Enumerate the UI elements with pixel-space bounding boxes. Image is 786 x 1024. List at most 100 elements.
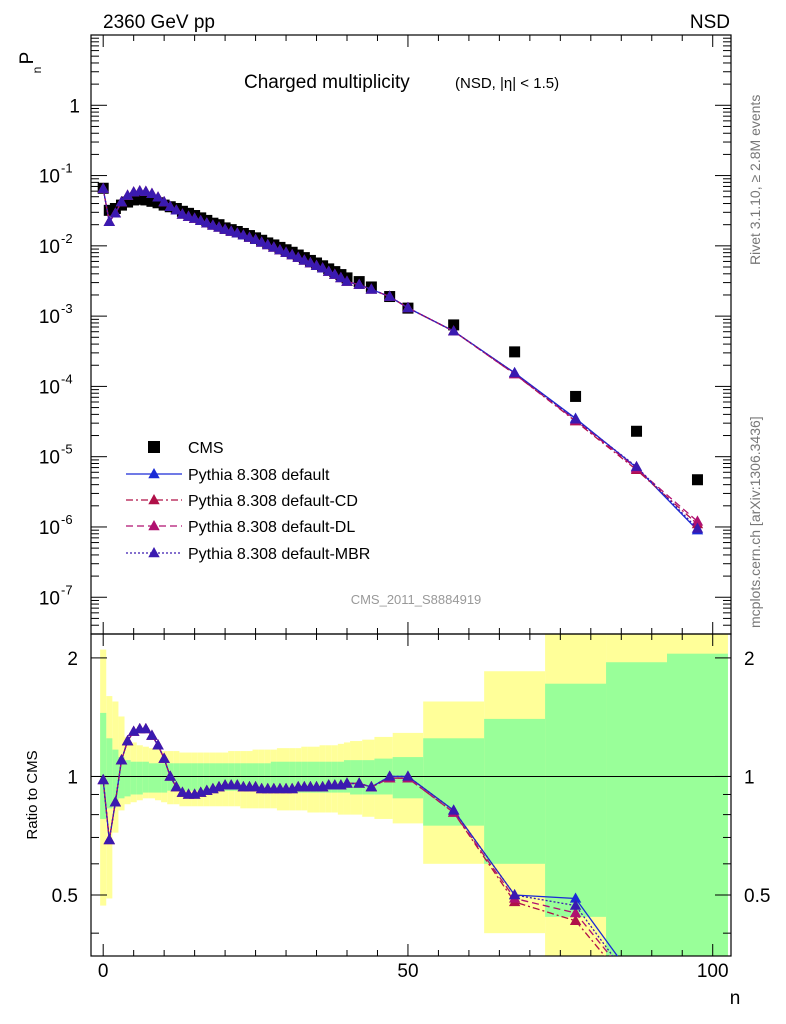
- legend-dl-marker: [148, 520, 160, 531]
- mbr-point: [176, 786, 189, 797]
- inner-band-bin: [142, 761, 149, 793]
- mbr-point: [219, 223, 231, 234]
- ratio-y-tick-label-right: 0.5: [744, 886, 770, 907]
- chart-title: Charged multiplicity: [244, 72, 410, 93]
- cd-point: [631, 988, 642, 998]
- process-label: NSD: [690, 12, 730, 33]
- mbr-point: [140, 722, 152, 734]
- inner-band-bin: [191, 763, 198, 791]
- inner-band-bin: [161, 763, 168, 793]
- inner-band-bin: [234, 763, 241, 791]
- y-tick-label: 10: [39, 588, 60, 609]
- inner-band-bin: [173, 763, 180, 791]
- mbr-point: [213, 221, 225, 232]
- cms-point: [103, 204, 115, 216]
- mbr-point: [164, 770, 176, 781]
- mbr-point: [103, 215, 115, 226]
- y-tick-label: 10: [39, 307, 60, 328]
- ratio-panel-frame: [90, 633, 732, 957]
- legend-cd-label: Pythia 8.308 default-CD: [188, 493, 358, 510]
- inner-band-bin: [331, 761, 338, 793]
- y-tick-label: 1: [69, 96, 80, 117]
- inner-band-bin: [197, 763, 204, 791]
- mbr-point: [152, 191, 164, 202]
- legend: CMS Pythia 8.308 default Pythia 8.308 defa…: [126, 440, 370, 563]
- mbr-point: [292, 251, 304, 262]
- mbr-point: [201, 217, 213, 228]
- ratio-y-axis-label: Ratio to CMS: [24, 750, 41, 839]
- mbr-point: [383, 770, 396, 781]
- dl-point: [569, 907, 582, 918]
- mbr-point: [152, 739, 164, 750]
- inner-band-bin: [228, 763, 235, 791]
- mbr-point: [164, 200, 176, 211]
- mbr-point: [286, 249, 298, 260]
- inner-band-bin: [264, 763, 271, 791]
- inner-band-bin: [307, 761, 314, 793]
- cms-point: [448, 319, 460, 331]
- mbr-point: [365, 781, 378, 792]
- mbr-point: [447, 325, 460, 336]
- default-point: [569, 892, 582, 903]
- mbr-point: [249, 233, 262, 244]
- inner-band-bin: [246, 763, 253, 791]
- y-tick-exponent: -5: [61, 442, 73, 457]
- inner-band-bin: [100, 712, 107, 819]
- inner-band-bin: [148, 763, 155, 793]
- mbr-point: [631, 982, 642, 992]
- ratio-y-tick-label-right: 2: [744, 649, 755, 670]
- inner-band-bin: [130, 761, 137, 795]
- legend-dl-label: Pythia 8.308 default-DL: [188, 519, 355, 536]
- cd-point: [569, 914, 582, 925]
- uncertainty-bands: [100, 634, 728, 956]
- cms-point: [122, 196, 134, 208]
- mbr-point: [268, 241, 280, 252]
- cms-point: [691, 474, 703, 486]
- mbr-point: [188, 212, 201, 223]
- mbr-point: [280, 246, 292, 257]
- dl-point: [631, 982, 642, 992]
- inner-band-bin: [258, 763, 265, 791]
- cms-point: [140, 194, 152, 206]
- y-tick-exponent: -6: [61, 512, 73, 527]
- inner-band-bin: [118, 757, 125, 799]
- mbr-point: [304, 257, 317, 268]
- mbr-point: [237, 229, 250, 240]
- cms-point: [631, 425, 643, 437]
- inner-band-bin: [112, 749, 119, 803]
- inner-band-bin: [276, 761, 283, 793]
- mbr-point: [298, 254, 311, 265]
- mbr-point: [146, 729, 158, 740]
- y-tick-exponent: -7: [61, 582, 73, 597]
- mbr-point: [121, 189, 134, 200]
- legend-cd-marker: [148, 494, 160, 505]
- inner-band-bin: [106, 738, 113, 809]
- mbr-point: [195, 214, 207, 226]
- inner-band-bin: [203, 763, 210, 791]
- mbr-point: [341, 777, 353, 788]
- cms-point: [134, 193, 146, 205]
- chart-subtitle: (NSD, |η| < 1.5): [455, 75, 559, 92]
- dl-point: [691, 515, 704, 526]
- inner-band-bin: [252, 763, 259, 791]
- inner-band-bin: [289, 761, 296, 793]
- inner-band-bin: [325, 761, 332, 793]
- inner-band-bin: [545, 683, 607, 917]
- mbr-point: [335, 271, 347, 283]
- x-axis-label: n: [730, 988, 741, 1009]
- mbr-point: [170, 204, 183, 215]
- mbr-point: [353, 278, 365, 289]
- mbr-point: [140, 185, 152, 196]
- ratio-y-tick-label: 0.5: [52, 886, 78, 907]
- inner-band-bin: [185, 763, 192, 791]
- mbr-point: [569, 899, 582, 910]
- legend-mbr-label: Pythia 8.308 default-MBR: [188, 546, 370, 563]
- mbr-point: [103, 833, 115, 845]
- mbr-point: [365, 283, 378, 294]
- mbr-point: [508, 888, 521, 900]
- mbr-point: [97, 182, 109, 193]
- legend-mbr-marker: [148, 547, 160, 558]
- mbr-point: [127, 725, 140, 736]
- inner-band-bin: [337, 761, 344, 793]
